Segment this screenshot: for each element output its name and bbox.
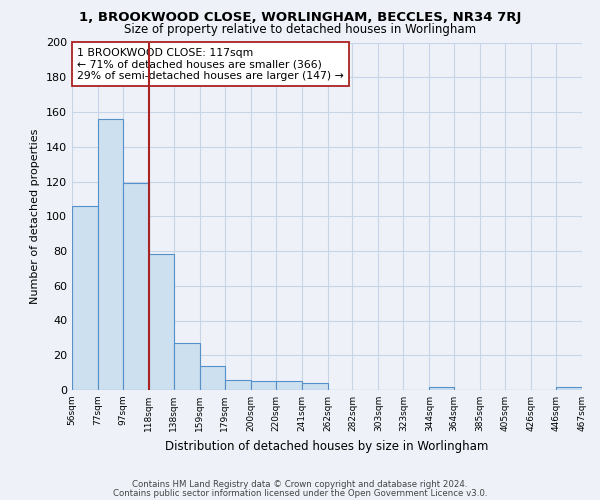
- Y-axis label: Number of detached properties: Number of detached properties: [31, 128, 40, 304]
- X-axis label: Distribution of detached houses by size in Worlingham: Distribution of detached houses by size …: [166, 440, 488, 452]
- Text: Contains HM Land Registry data © Crown copyright and database right 2024.: Contains HM Land Registry data © Crown c…: [132, 480, 468, 489]
- Bar: [200, 366, 224, 390]
- Bar: [224, 380, 251, 390]
- Bar: [251, 382, 275, 390]
- Bar: [556, 386, 582, 390]
- Text: Contains public sector information licensed under the Open Government Licence v3: Contains public sector information licen…: [113, 488, 487, 498]
- Bar: [72, 206, 98, 390]
- Bar: [174, 343, 200, 390]
- Text: 1 BROOKWOOD CLOSE: 117sqm
← 71% of detached houses are smaller (366)
29% of semi: 1 BROOKWOOD CLOSE: 117sqm ← 71% of detac…: [77, 48, 344, 81]
- Text: Size of property relative to detached houses in Worlingham: Size of property relative to detached ho…: [124, 22, 476, 36]
- Bar: [430, 386, 454, 390]
- Bar: [149, 254, 174, 390]
- Bar: [302, 383, 328, 390]
- Text: 1, BROOKWOOD CLOSE, WORLINGHAM, BECCLES, NR34 7RJ: 1, BROOKWOOD CLOSE, WORLINGHAM, BECCLES,…: [79, 11, 521, 24]
- Bar: [123, 183, 149, 390]
- Bar: [275, 382, 302, 390]
- Bar: [98, 119, 123, 390]
